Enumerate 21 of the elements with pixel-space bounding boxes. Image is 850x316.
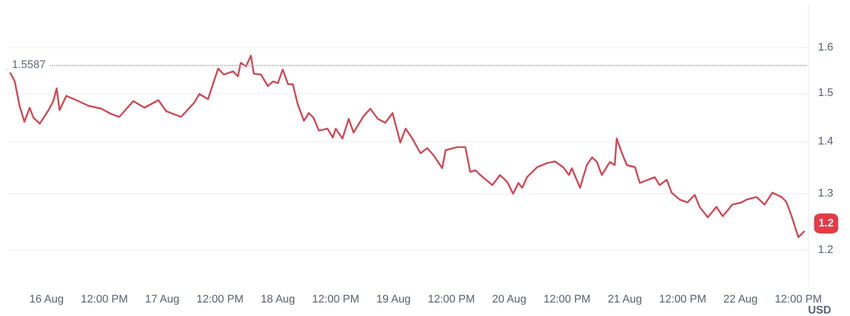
x-tick-label: 19 Aug xyxy=(376,294,411,306)
ref-line-label: 1.5587 xyxy=(12,58,46,71)
x-tick-label: 12:00 PM xyxy=(774,294,822,306)
x-tick-label: 21 Aug xyxy=(608,294,642,306)
x-tick-label: 16 Aug xyxy=(29,294,64,306)
y-tick-label: 1.5 xyxy=(818,87,834,100)
x-tick-label: 12:00 PM xyxy=(196,294,244,306)
x-tick-label: 12:00 PM xyxy=(80,294,128,306)
x-tick-label: 22 Aug xyxy=(723,294,758,306)
x-tick-label: 20 Aug xyxy=(492,294,526,306)
y-tick-label: 1.2 xyxy=(818,244,834,256)
x-tick-label: 12:00 PM xyxy=(428,294,475,306)
y-tick-label: 1.4 xyxy=(818,136,834,148)
x-tick-label: 18 Aug xyxy=(260,294,296,306)
x-tick-label: 12:00 PM xyxy=(312,294,360,306)
y-tick-label: 1.3 xyxy=(818,188,834,200)
x-tick-label: 12:00 PM xyxy=(659,294,706,306)
x-tick-label: 17 Aug xyxy=(145,294,180,306)
y-axis-title: USD xyxy=(808,304,832,316)
y-tick-label: 1.6 xyxy=(818,42,834,54)
x-tick-label: 12:00 PM xyxy=(543,294,591,306)
